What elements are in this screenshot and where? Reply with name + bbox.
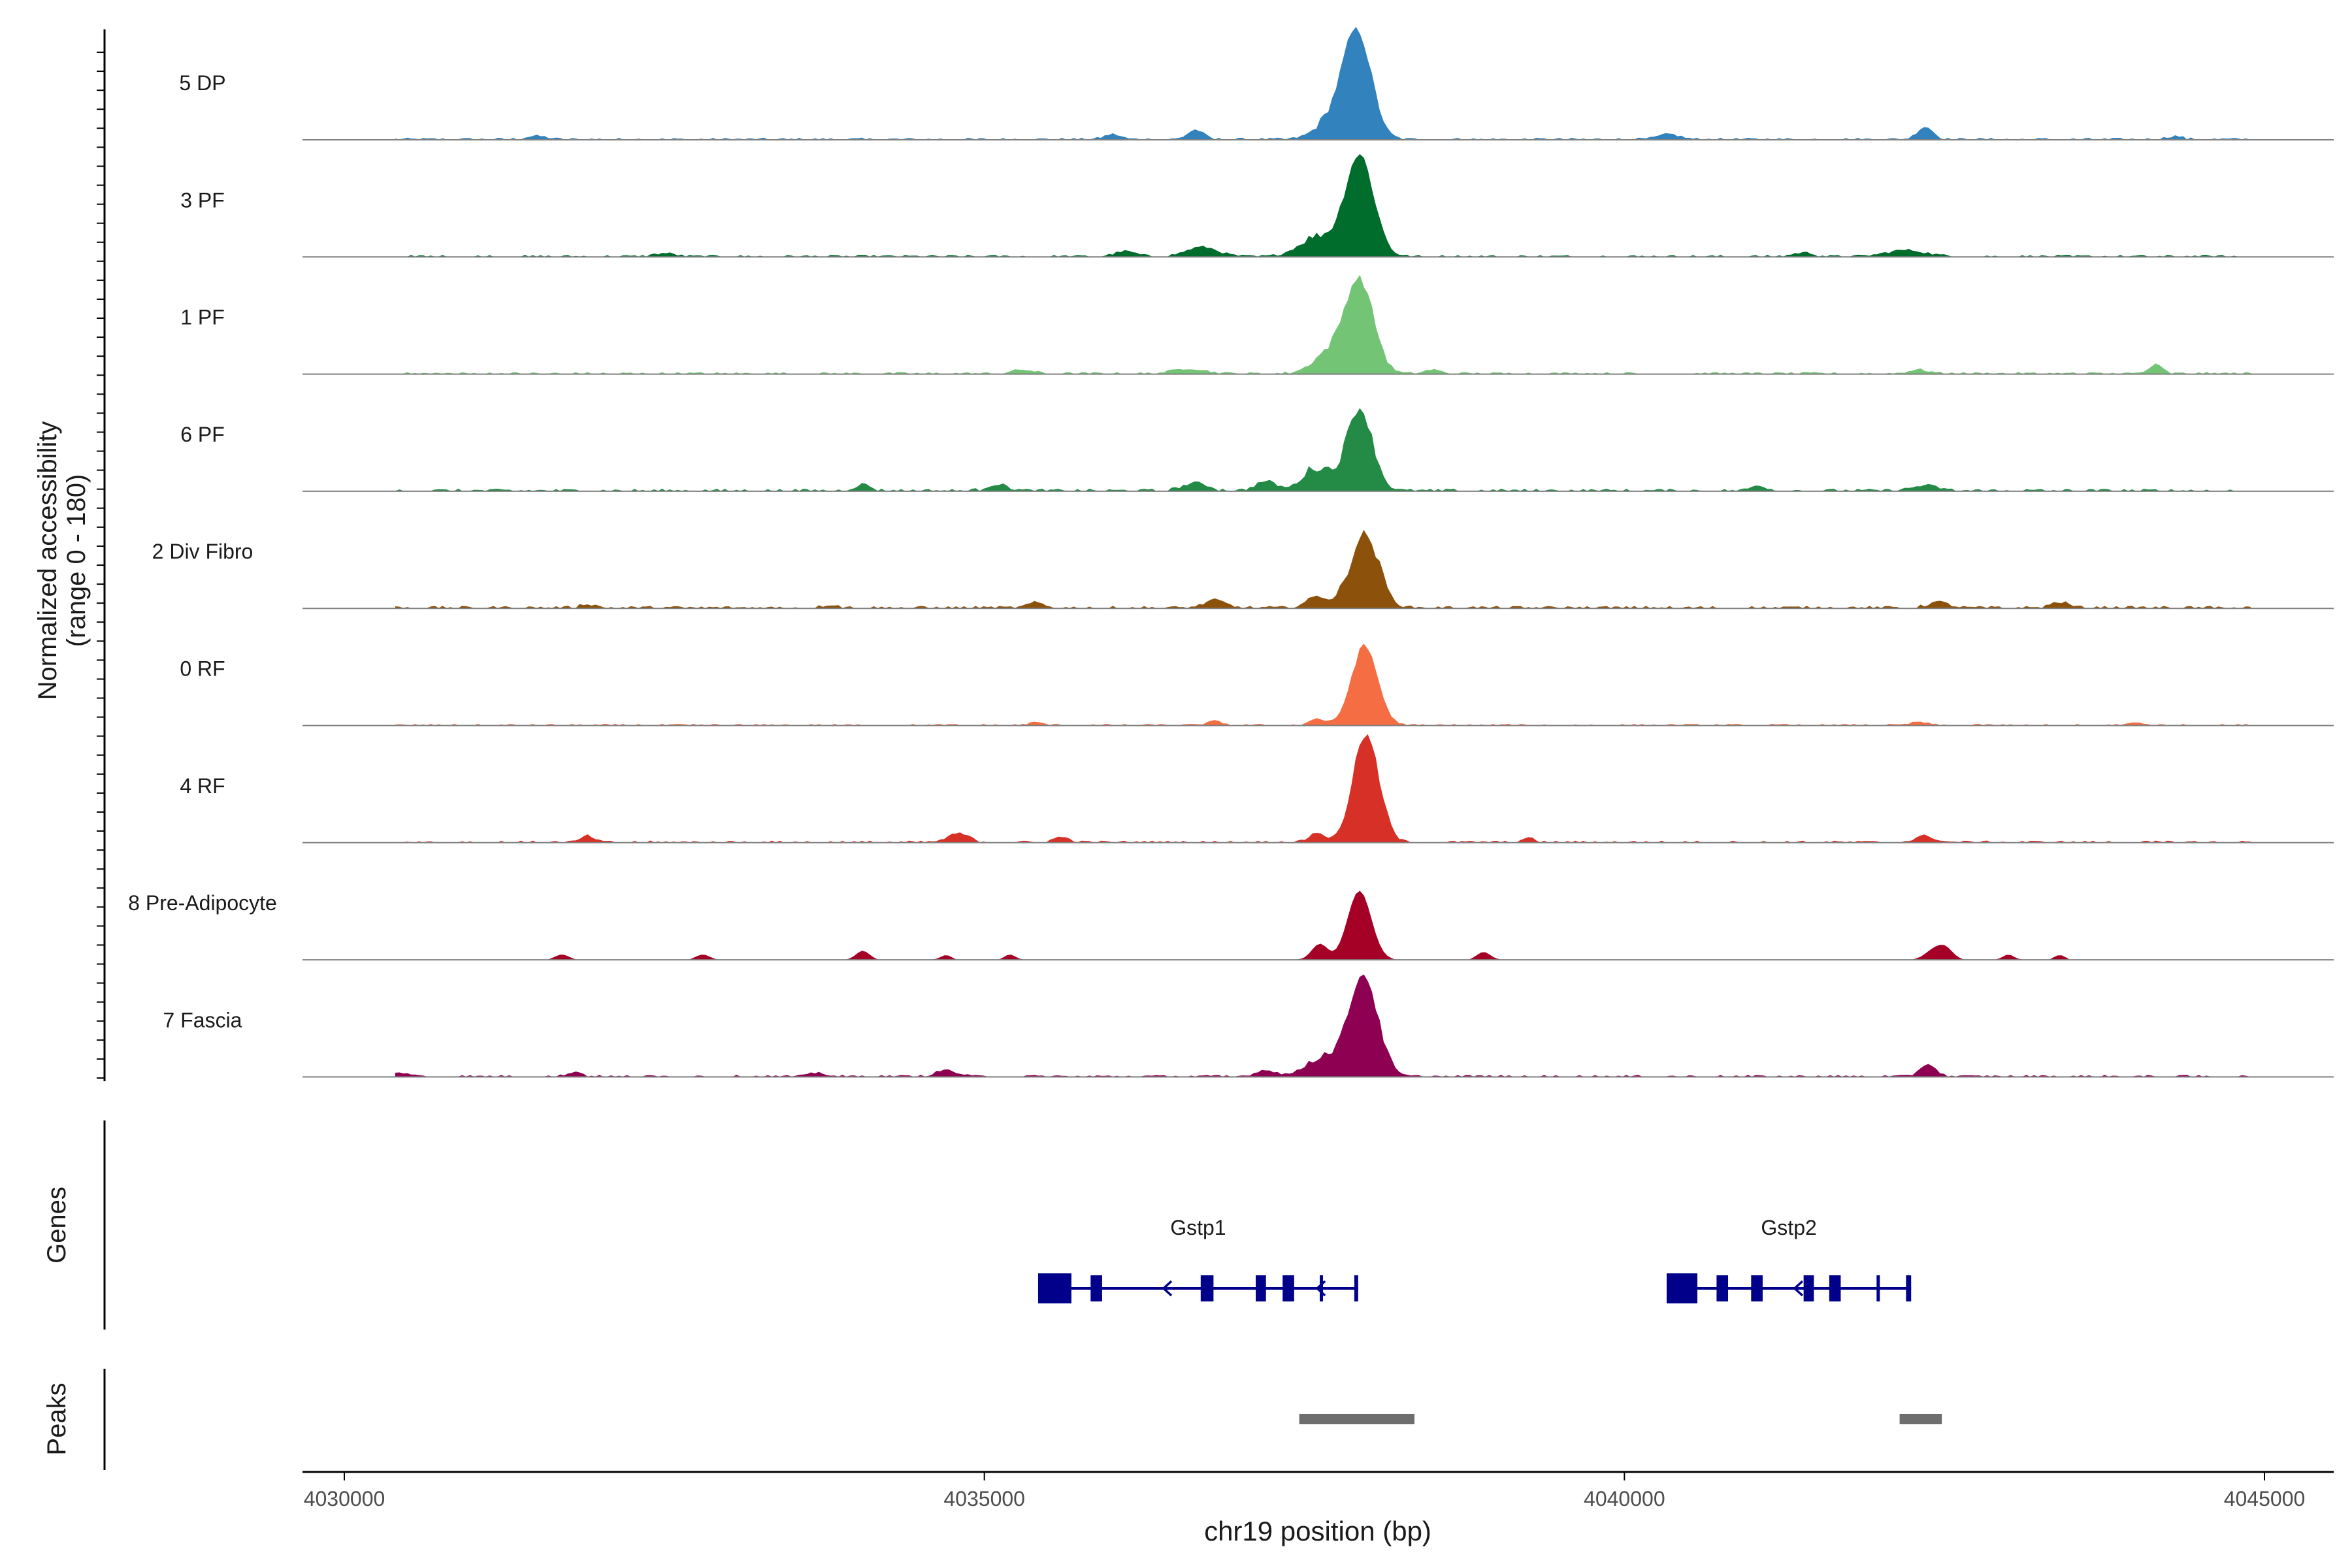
y-axis: Normalized accessibility(range 0 - 180) [33, 29, 106, 1081]
x-axis: 4030000 4035000 4040000 4045000 chr19 positi… [302, 1471, 2334, 1546]
gene-gstp1: Gstp1 [1037, 1216, 1358, 1303]
track-8-pre-adipocyte: 8 Pre-Adipocyte [128, 890, 2334, 961]
coverage-area [395, 408, 2252, 492]
gene-exon [1282, 1275, 1294, 1301]
coverage-area [395, 530, 2253, 609]
x-axis-label: chr19 position (bp) [1204, 1516, 1431, 1546]
genes-label: Genes [42, 1186, 71, 1264]
track-label: 0 RF [180, 657, 225, 681]
track-label: 8 Pre-Adipocyte [128, 891, 277, 915]
gene-name: Gstp2 [1761, 1216, 1816, 1239]
coverage-area [395, 734, 2252, 843]
y-axis-label-line1: Normalized accessibility [33, 421, 62, 700]
track-label: 1 PF [180, 306, 225, 329]
gene-exon [1829, 1275, 1841, 1301]
gene-exon [1876, 1275, 1880, 1301]
y-axis-label-line2: (range 0 - 180) [62, 474, 91, 647]
gene-exon [1803, 1275, 1814, 1301]
track-7-fascia: 7 Fascia [163, 974, 2334, 1078]
gene-strand-arrow [1162, 1280, 1173, 1297]
gene-exon [1090, 1275, 1102, 1301]
track-2-div-fibro: 2 Div Fibro [152, 530, 2334, 610]
gene-name: Gstp1 [1170, 1216, 1226, 1239]
track-label: 2 Div Fibro [152, 540, 253, 563]
track-3-pf: 3 PF [180, 154, 2334, 258]
gene-exon [1906, 1275, 1912, 1301]
track-label: 6 PF [180, 423, 225, 446]
coverage-area [395, 154, 2252, 257]
gene-exon [1751, 1275, 1763, 1301]
gene-exon [1666, 1273, 1698, 1303]
track-label: 4 RF [180, 774, 225, 798]
gene-exon [1256, 1275, 1266, 1301]
gene-exon [1716, 1275, 1729, 1301]
peak-region [1899, 1414, 1942, 1424]
gene-strand-arrow [1315, 1280, 1326, 1297]
track-label: 3 PF [180, 188, 225, 212]
x-tick-label: 4040000 [1584, 1487, 1665, 1511]
gene-exon [1200, 1275, 1214, 1301]
gene-exon [1037, 1273, 1071, 1303]
coverage-tracks: 5 DP 3 PF 1 PF 6 PF 2 Div Fibro 0 RF 4 RF 8 Pre… [128, 27, 2334, 1078]
gene-exon [1354, 1275, 1358, 1301]
coverage-area [395, 27, 2252, 140]
x-tick-label: 4035000 [943, 1487, 1025, 1511]
track-label: 7 Fascia [163, 1008, 242, 1032]
coverage-area [395, 274, 2252, 375]
coverage-area [395, 890, 2252, 960]
track-label: 5 DP [179, 71, 225, 95]
gene-strand-arrow [1793, 1280, 1804, 1297]
x-tick-label: 4030000 [304, 1487, 385, 1511]
gene-exon [1320, 1275, 1324, 1301]
x-tick-label: 4045000 [2224, 1487, 2306, 1511]
track-6-pf: 6 PF [180, 408, 2334, 492]
peaks-label: Peaks [42, 1382, 71, 1455]
track-5-dp: 5 DP [179, 27, 2334, 140]
gene-track: Genes Gstp1 Gstp2 [42, 1120, 1912, 1330]
coverage-area [395, 974, 2252, 1077]
track-1-pf: 1 PF [180, 274, 2334, 375]
track-4-rf: 4 RF [180, 734, 2334, 843]
peak-track: Peaks [42, 1369, 1942, 1470]
y-axis-label: Normalized accessibility(range 0 - 180) [33, 421, 91, 700]
track-0-rf: 0 RF [180, 644, 2334, 727]
gene-gstp2: Gstp2 [1666, 1216, 1912, 1303]
peak-region [1299, 1414, 1415, 1424]
coverage-area [395, 644, 2252, 727]
